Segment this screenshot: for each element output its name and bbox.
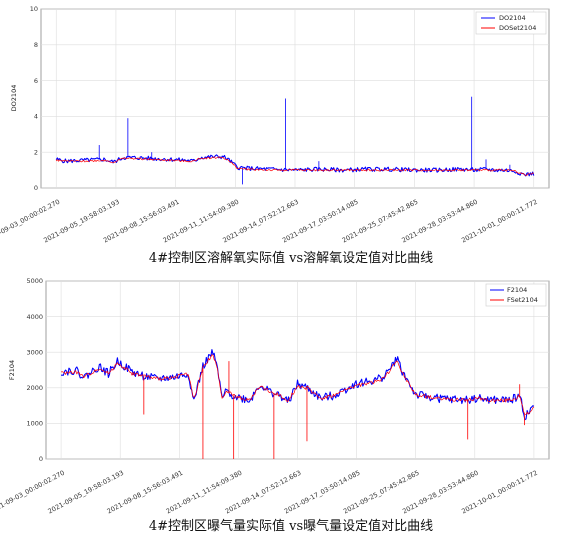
y-tick-label: 4: [34, 113, 38, 121]
series-line-doset2104: [55, 156, 534, 176]
y-tick-label: 5000: [26, 277, 43, 285]
legend-label-fset2104: FSet2104: [507, 296, 538, 304]
chart-do2104: DO2104 DO2104 DOSet2104 4#控制区溶解氧实际值 vs溶解…: [0, 5, 550, 266]
y-tick-label: 0: [39, 455, 43, 463]
y-tick-label: 0: [34, 184, 38, 192]
y-tick-label: 3000: [26, 348, 43, 356]
y-tick-label: 10: [30, 5, 38, 13]
series-line-f2104: [60, 349, 535, 421]
y-tick-label: 2000: [26, 384, 43, 392]
chart-caption: 4#控制区溶解氧实际值 vs溶解氧设定值对比曲线: [149, 250, 433, 266]
y-tick-label: 2: [34, 148, 38, 156]
y-tick-label: 1000: [26, 420, 43, 428]
y-tick-label: 4000: [26, 313, 43, 321]
legend: DO2104 DOSet2104: [475, 11, 547, 35]
legend-label-f2104: F2104: [507, 286, 527, 294]
chart-f2104: F2104 F2104 FSet2104 4#控制区曝气量实际值 vs曝气量设定…: [0, 277, 550, 534]
legend-label-do2104: DO2104: [499, 14, 526, 22]
legend-label-doset2104: DOSet2104: [499, 24, 536, 32]
legend: F2104 FSet2104: [485, 283, 547, 307]
grid: [46, 280, 549, 460]
y-tick-label: 6: [34, 77, 38, 85]
chart-caption: 4#控制区曝气量实际值 vs曝气量设定值对比曲线: [149, 518, 433, 534]
y-axis-label: F2104: [8, 360, 16, 380]
y-axis-label: DO2104: [10, 85, 18, 112]
grid: [41, 8, 549, 189]
y-tick-label: 8: [34, 41, 38, 49]
series-line-fset2104: [60, 354, 535, 415]
